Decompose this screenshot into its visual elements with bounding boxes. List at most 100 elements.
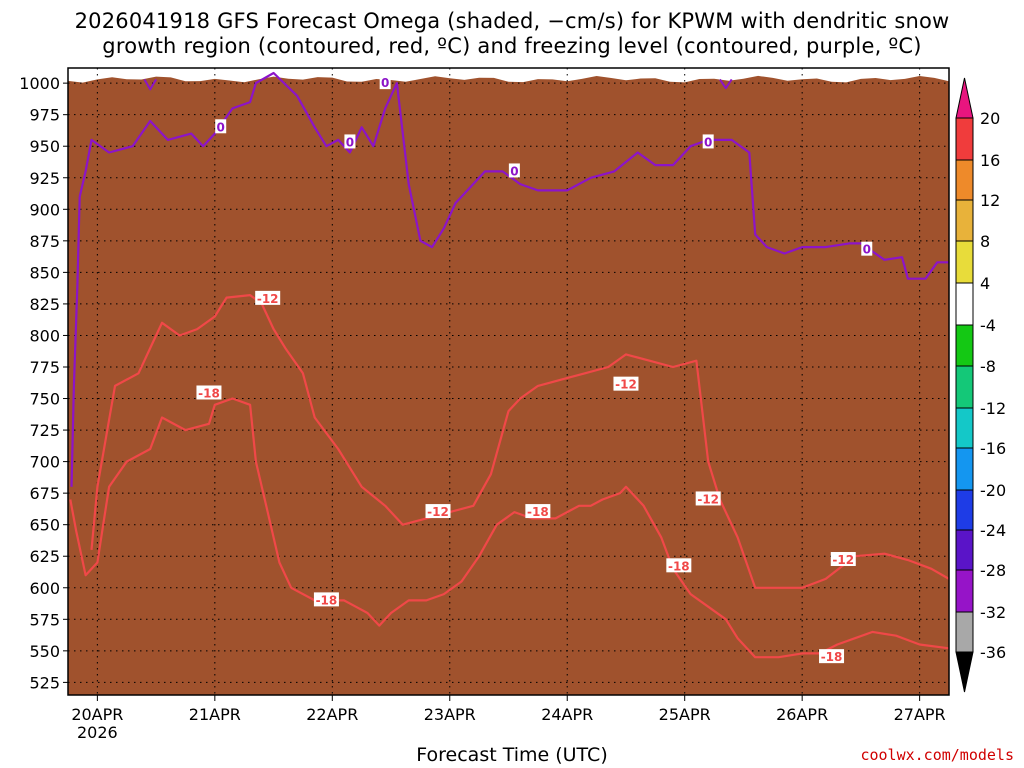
- colorbar-label: 16: [980, 151, 1000, 170]
- y-tick-label: 650: [29, 516, 60, 535]
- colorbar-label: -8: [980, 357, 996, 376]
- y-tick-label: 675: [29, 484, 60, 503]
- contour-label-purple: 0: [863, 243, 871, 257]
- colorbar: 20 16 12 8 4 -4 -8 -12 -16 -20 -24 -28 -32 -36: [955, 77, 1006, 693]
- chart-title-line-2: growth region (contoured, red, ºC) and f…: [102, 34, 922, 58]
- colorbar-label: 4: [980, 274, 990, 293]
- colorbar-segment: [955, 199, 974, 242]
- contour-label-bg: [861, 241, 873, 256]
- contour-label-bg: [666, 558, 692, 573]
- x-tick-label: 21APR: [189, 705, 241, 724]
- contour-label-purple: 0: [704, 135, 712, 149]
- chart-title-line-1: 2026041918 GFS Forecast Omega (shaded, −…: [74, 9, 950, 33]
- y-tick-label: 975: [29, 106, 60, 125]
- credit-text: coolwx.com/models: [860, 746, 1014, 764]
- colorbar-segment: [955, 117, 974, 161]
- colorbar-label: -28: [980, 561, 1006, 580]
- contour-label-red: -12: [697, 492, 719, 506]
- plot-frame: [67, 67, 950, 696]
- y-tick-label: 950: [29, 137, 60, 156]
- x-tick-label: 23APR: [424, 705, 476, 724]
- colorbar-label: -20: [980, 481, 1006, 500]
- colorbar-segment: [955, 569, 974, 613]
- contour-label-red: -12: [427, 505, 449, 519]
- contour-label-red: -18: [527, 505, 549, 519]
- contour-label-red: -18: [821, 650, 843, 664]
- y-tick-label: 725: [29, 421, 60, 440]
- contour-label-red: -12: [615, 378, 637, 392]
- colorbar-bottom-arrow: [955, 651, 974, 693]
- contour-label-purple: 0: [217, 120, 225, 134]
- x-axis-ticks: 20APR 21APR 22APR 23APR 24APR 25APR 26APR 27APR…: [71, 695, 946, 742]
- contour-labels: -18 -12 -18 -12 -18 -12 -18 -12 -18 -12 0 0 0 0 0 0: [196, 75, 873, 664]
- colorbar-label: 20: [980, 109, 1000, 128]
- ground-fill: [68, 75, 949, 695]
- contour-minus18: [69, 397, 949, 659]
- contour-minus12: [90, 294, 949, 589]
- colorbar-segment: [955, 159, 974, 201]
- contour-label-bg: [525, 504, 551, 519]
- colorbar-segment: [955, 365, 974, 409]
- y-tick-label: 825: [29, 295, 60, 314]
- y-axis-ticks: 525 550 575 600 625 650 675 700 725 750 775 800 825 8…: [19, 74, 68, 692]
- y-tick-label: 550: [29, 642, 60, 661]
- colorbar-segment: [955, 489, 974, 531]
- contour-label-bg: [508, 163, 520, 178]
- colorbar-label: -4: [980, 316, 996, 335]
- colorbar-segment: [955, 407, 974, 449]
- y-tick-label: 700: [29, 453, 60, 472]
- contour-label-purple: 0: [346, 135, 354, 149]
- contour-label-purple: 0: [381, 76, 389, 90]
- x-tick-label: 24APR: [541, 705, 593, 724]
- colorbar-segment: [955, 447, 974, 491]
- contour-freezing-0: [719, 78, 733, 90]
- colorbar-label: -32: [980, 603, 1006, 622]
- contour-label-bg: [196, 385, 222, 400]
- x-tick-label: 22APR: [306, 705, 358, 724]
- x-tick-label: 27APR: [894, 705, 946, 724]
- colorbar-segment: [955, 282, 974, 326]
- y-tick-label: 800: [29, 326, 60, 345]
- grid-lines: [68, 68, 949, 695]
- contour-label-bg: [819, 649, 845, 664]
- x-tick-label: 25APR: [659, 705, 711, 724]
- colorbar-segment: [955, 529, 974, 571]
- contour-label-red: -18: [668, 559, 690, 573]
- y-tick-label: 925: [29, 169, 60, 188]
- x-axis-label: Forecast Time (UTC): [416, 744, 608, 766]
- contour-label-bg: [255, 290, 281, 305]
- contour-freezing-0: [143, 78, 157, 91]
- contour-label-bg: [830, 552, 856, 567]
- y-tick-label: 775: [29, 358, 60, 377]
- colorbar-segment: [955, 240, 974, 284]
- colorbar-label: -24: [980, 521, 1006, 540]
- contour-label-bg: [425, 504, 451, 519]
- colorbar-label: -16: [980, 439, 1006, 458]
- y-tick-label: 600: [29, 579, 60, 598]
- contour-label-bg: [695, 491, 721, 506]
- contour-label-bg: [313, 592, 339, 607]
- x-tick-label: 20APR: [71, 705, 123, 724]
- y-tick-label: 1000: [19, 74, 60, 93]
- colorbar-segment: [955, 324, 974, 367]
- contour-label-bg: [379, 75, 391, 90]
- colorbar-top-arrow: [955, 77, 974, 119]
- x-tick-sublabel: 2026: [77, 723, 118, 742]
- contour-label-purple: 0: [510, 164, 518, 178]
- ground-terrain: [68, 75, 949, 695]
- y-tick-label: 750: [29, 390, 60, 409]
- contour-label-red: -12: [257, 292, 279, 306]
- contour-label-red: -12: [832, 553, 854, 567]
- colorbar-label: -12: [980, 399, 1006, 418]
- contour-freezing-0: [70, 196, 81, 487]
- colorbar-label: 8: [980, 232, 990, 251]
- y-tick-label: 625: [29, 547, 60, 566]
- colorbar-label: 12: [980, 191, 1000, 210]
- contour-label-bg: [613, 376, 639, 391]
- y-tick-label: 900: [29, 200, 60, 219]
- colorbar-segment: [955, 611, 974, 653]
- contour-label-bg: [215, 119, 227, 134]
- y-tick-label: 525: [29, 673, 60, 692]
- colorbar-label: -36: [980, 643, 1006, 662]
- y-tick-label: 875: [29, 232, 60, 251]
